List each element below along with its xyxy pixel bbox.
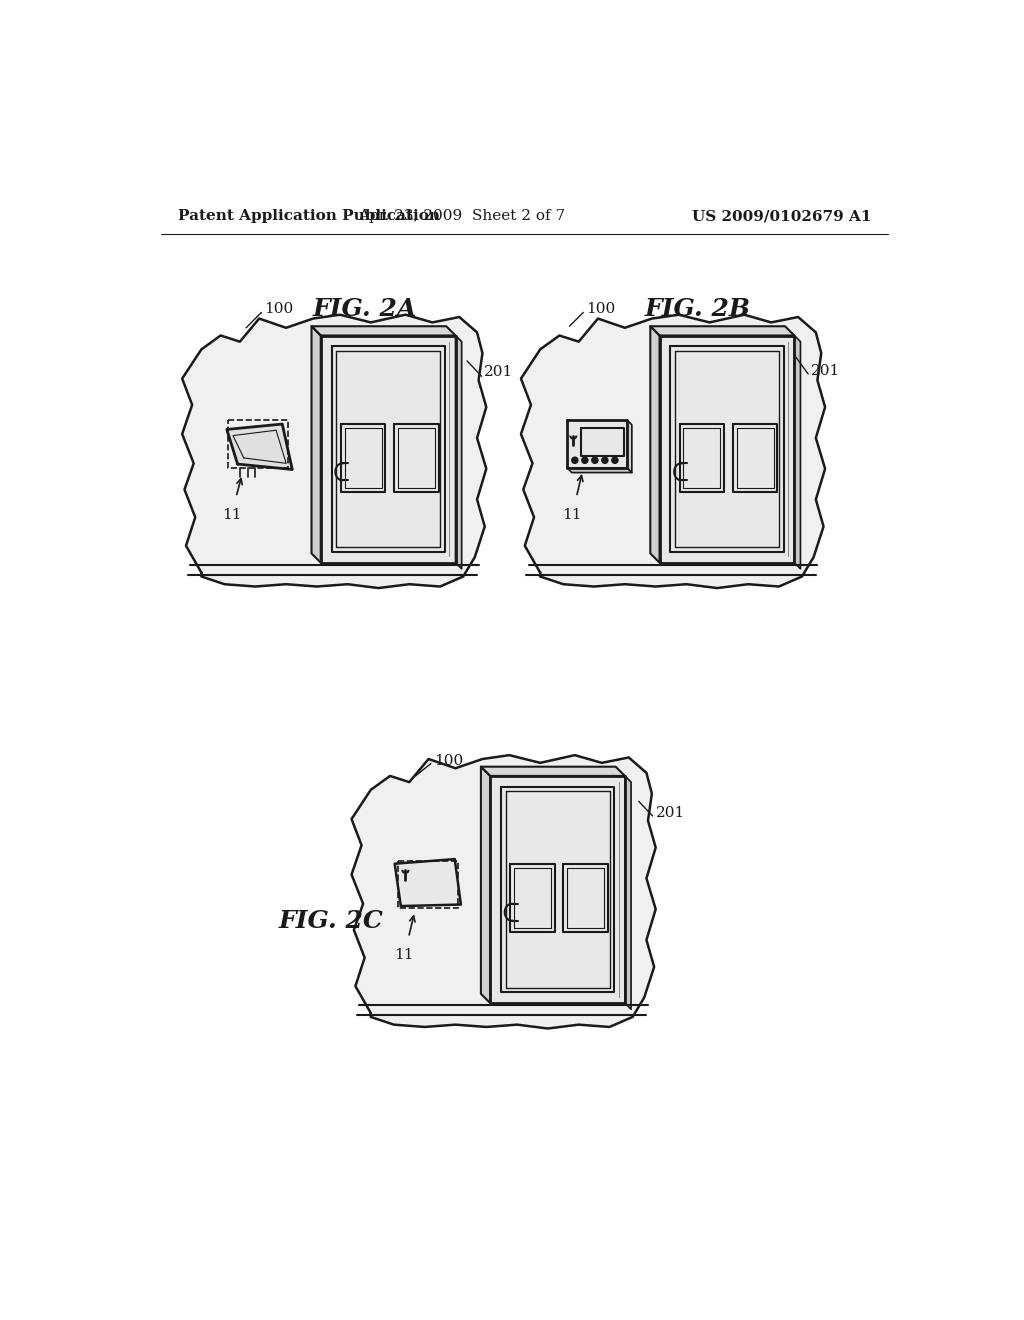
Text: 100: 100: [434, 754, 463, 767]
Circle shape: [571, 457, 578, 463]
Polygon shape: [628, 420, 632, 473]
Circle shape: [592, 457, 598, 463]
Polygon shape: [650, 326, 795, 335]
Circle shape: [582, 457, 588, 463]
Text: FIG. 2B: FIG. 2B: [644, 297, 751, 321]
Polygon shape: [567, 469, 632, 473]
Text: FIG. 2C: FIG. 2C: [279, 908, 383, 933]
Text: 11: 11: [394, 948, 414, 962]
Polygon shape: [226, 424, 292, 470]
Polygon shape: [650, 326, 659, 562]
Polygon shape: [567, 420, 628, 469]
Polygon shape: [394, 859, 461, 906]
Polygon shape: [311, 326, 321, 562]
Polygon shape: [481, 767, 625, 776]
Text: 11: 11: [562, 508, 582, 521]
Polygon shape: [795, 335, 801, 569]
Polygon shape: [311, 326, 456, 335]
Text: Patent Application Publication: Patent Application Publication: [178, 209, 440, 223]
Text: 201: 201: [811, 364, 841, 378]
Text: 100: 100: [587, 302, 615, 317]
Circle shape: [611, 457, 617, 463]
Text: 201: 201: [484, 366, 513, 379]
Polygon shape: [625, 776, 631, 1010]
Polygon shape: [351, 755, 655, 1028]
Polygon shape: [481, 767, 490, 1003]
Text: 11: 11: [222, 508, 242, 521]
Text: US 2009/0102679 A1: US 2009/0102679 A1: [692, 209, 871, 223]
Polygon shape: [659, 335, 795, 562]
Polygon shape: [182, 314, 486, 589]
Text: 201: 201: [655, 807, 685, 820]
Polygon shape: [490, 776, 625, 1003]
Text: FIG. 2A: FIG. 2A: [313, 297, 418, 321]
Text: Apr. 23, 2009  Sheet 2 of 7: Apr. 23, 2009 Sheet 2 of 7: [358, 209, 565, 223]
Text: 100: 100: [264, 302, 294, 317]
Circle shape: [602, 457, 608, 463]
Polygon shape: [321, 335, 456, 562]
Polygon shape: [521, 314, 825, 589]
Polygon shape: [456, 335, 462, 569]
